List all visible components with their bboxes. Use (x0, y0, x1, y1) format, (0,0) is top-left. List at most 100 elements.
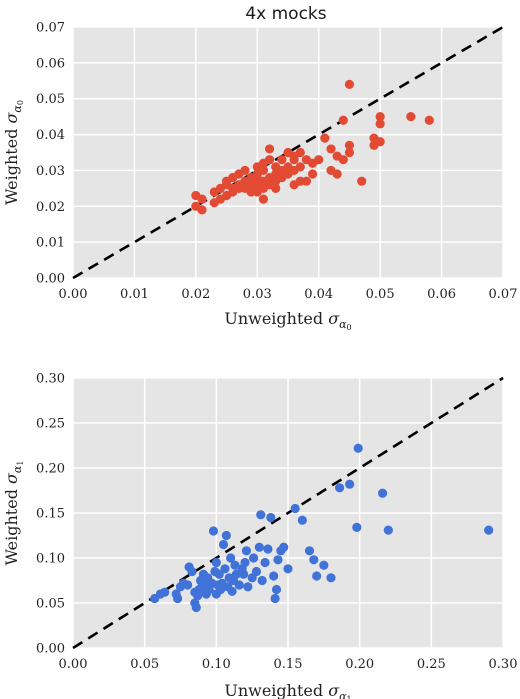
x-tick-label: 0.06 (427, 287, 456, 302)
data-point (214, 569, 224, 579)
data-point (220, 564, 230, 574)
data-point (240, 165, 250, 176)
data-point (307, 169, 318, 179)
data-point (264, 155, 275, 165)
data-point (187, 566, 197, 577)
y-tick-label: 0.05 (36, 92, 65, 107)
y-tick-label: 0.25 (36, 417, 65, 432)
x-tick-label: 0.25 (417, 657, 446, 672)
y-axis-label: Weighted σα1 (2, 461, 25, 566)
data-point (221, 530, 231, 541)
y-tick-label: 0.00 (36, 642, 65, 657)
x-tick-label: 0.20 (345, 657, 374, 672)
data-point (271, 584, 282, 595)
data-point (197, 205, 207, 215)
y-tick-label: 0.02 (36, 200, 65, 215)
data-point (251, 566, 262, 577)
y-tick-label: 0.03 (36, 164, 65, 179)
data-point (326, 144, 336, 154)
data-point (378, 488, 388, 498)
data-point (241, 546, 252, 556)
data-point (320, 133, 330, 143)
data-point (273, 555, 283, 565)
data-point (335, 483, 345, 493)
x-tick-label: 0.30 (489, 657, 518, 672)
data-point (375, 137, 385, 147)
x-tick-label: 0.07 (489, 287, 518, 302)
data-point (234, 580, 244, 590)
data-point (277, 155, 287, 165)
data-point (266, 512, 276, 523)
data-point (345, 479, 355, 489)
data-point (254, 542, 264, 552)
y-tick-label: 0.30 (36, 372, 65, 387)
data-point (227, 586, 237, 596)
diagonal-reference-line (72, 25, 504, 280)
x-tick-label: 0.05 (366, 287, 395, 302)
data-point (264, 144, 275, 154)
data-point (218, 539, 229, 550)
data-point (243, 582, 253, 592)
data-point (279, 542, 289, 552)
data-point (240, 557, 250, 568)
y-tick-label: 0.10 (36, 552, 65, 567)
data-point (231, 569, 241, 579)
y-axis-label: Weighted σα0 (2, 100, 25, 205)
data-point (375, 112, 385, 122)
x-tick-label: 0.10 (202, 657, 231, 672)
data-point (238, 569, 249, 579)
x-axis-label: Unweighted σα1 (224, 681, 351, 699)
y-tick-label: 0.04 (36, 128, 65, 143)
y-tick-label: 0.20 (36, 462, 65, 477)
data-point (183, 580, 193, 590)
data-point (249, 553, 259, 563)
data-point (484, 525, 494, 535)
x-tick-label: 0.05 (130, 657, 159, 672)
data-point (352, 522, 362, 533)
data-point (269, 571, 279, 581)
data-point (257, 575, 267, 586)
data-point (312, 571, 322, 581)
data-point (258, 165, 269, 176)
y-tick-label: 0.06 (36, 56, 65, 71)
data-point (309, 555, 319, 565)
chart-title: 4x mocks (245, 4, 326, 24)
data-point (301, 176, 312, 186)
data-point (344, 79, 355, 89)
x-tick-label: 0.02 (181, 287, 210, 302)
x-tick-label: 0.00 (59, 287, 88, 302)
y-tick-label: 0.05 (36, 597, 65, 612)
data-point (271, 183, 281, 193)
x-tick-label: 0.00 (59, 657, 88, 672)
data-point (197, 194, 207, 204)
data-point (283, 564, 293, 574)
data-point (295, 147, 305, 158)
data-point (357, 176, 367, 186)
y-tick-label: 0.00 (36, 272, 65, 287)
data-point (314, 155, 324, 165)
data-point (297, 515, 307, 525)
data-point (290, 503, 300, 514)
data-point (230, 560, 240, 570)
data-point (160, 587, 170, 597)
data-point (208, 526, 219, 536)
data-point (344, 147, 355, 158)
x-tick-label: 0.01 (120, 287, 149, 302)
data-point (258, 194, 269, 204)
data-point (191, 602, 201, 613)
data-point (406, 112, 416, 122)
data-point (226, 553, 236, 563)
diagonal-reference-line (72, 376, 504, 650)
data-point (173, 593, 183, 604)
data-point (332, 169, 342, 179)
data-point (326, 573, 336, 583)
data-point (319, 560, 329, 570)
data-point (295, 162, 305, 172)
y-tick-label: 0.01 (36, 236, 65, 251)
data-point (383, 525, 393, 535)
data-point (263, 544, 273, 554)
data-point (256, 510, 266, 520)
data-point (289, 155, 299, 165)
